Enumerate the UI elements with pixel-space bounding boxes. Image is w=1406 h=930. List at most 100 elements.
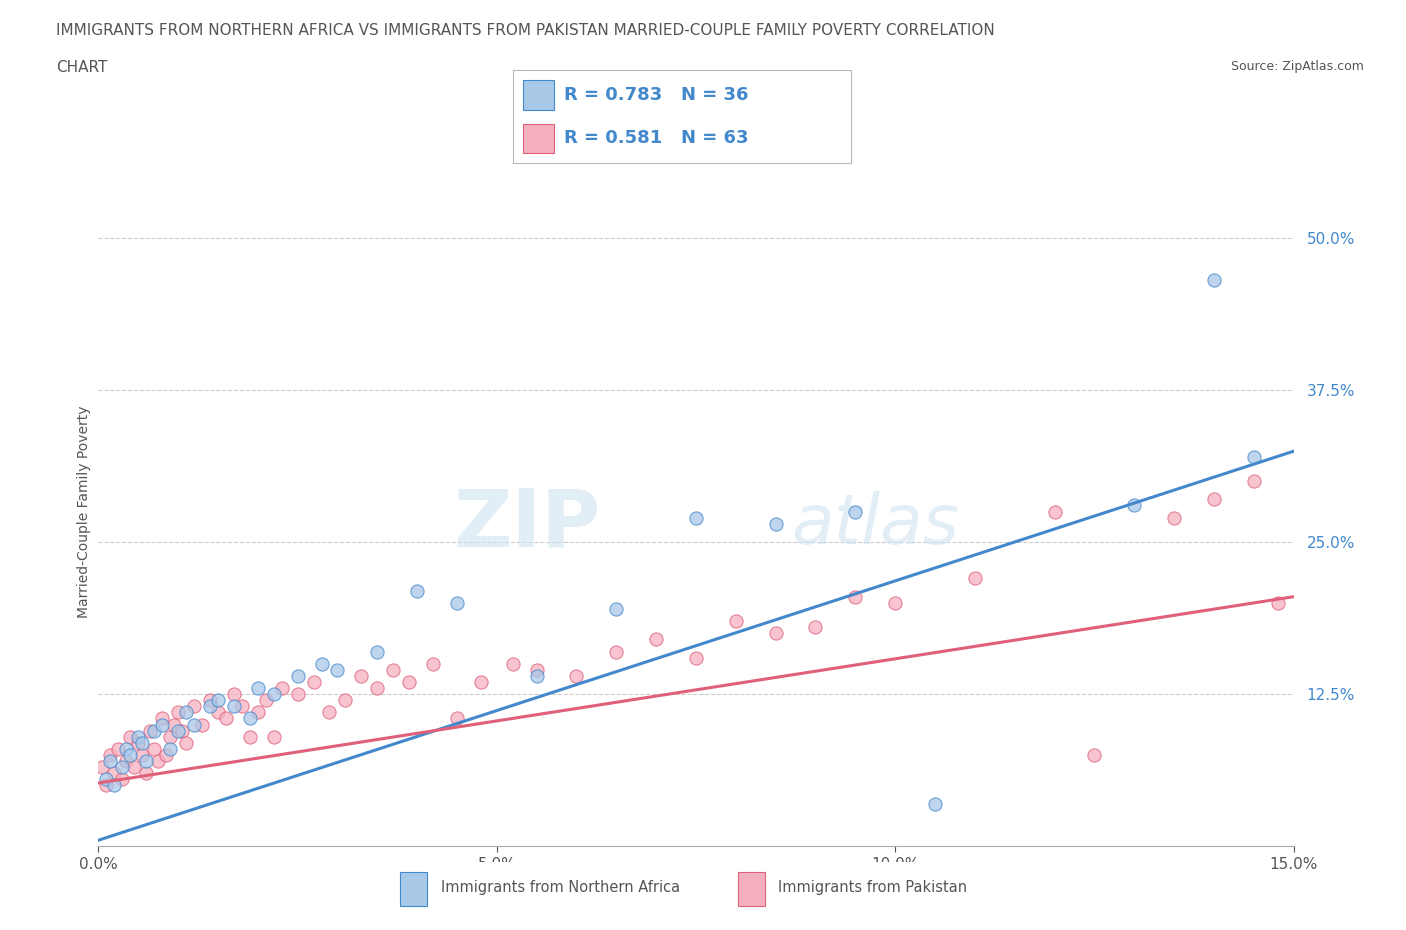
Point	[335, 693, 357, 708]
Point	[1243, 449, 1265, 464]
Point	[174, 736, 197, 751]
Point	[263, 729, 285, 744]
Point	[246, 681, 269, 696]
Point	[685, 650, 707, 665]
Text: R = 0.783   N = 36: R = 0.783 N = 36	[564, 86, 748, 104]
Point	[159, 729, 181, 744]
Point	[111, 772, 134, 787]
Text: Immigrants from Northern Africa: Immigrants from Northern Africa	[441, 880, 681, 896]
Point	[502, 657, 524, 671]
Point	[167, 705, 190, 720]
Point	[115, 753, 138, 768]
Bar	[401, 872, 427, 906]
Y-axis label: Married-Couple Family Poverty: Married-Couple Family Poverty	[77, 405, 91, 618]
Point	[765, 626, 787, 641]
Point	[98, 748, 122, 763]
Point	[172, 724, 194, 738]
Point	[526, 669, 548, 684]
Point	[124, 760, 146, 775]
Point	[115, 741, 138, 756]
Point	[366, 644, 388, 659]
Point	[1202, 272, 1225, 287]
Point	[270, 681, 292, 696]
Point	[398, 674, 420, 689]
Point	[148, 753, 170, 768]
Point	[1123, 498, 1146, 512]
Text: IMMIGRANTS FROM NORTHERN AFRICA VS IMMIGRANTS FROM PAKISTAN MARRIED-COUPLE FAMIL: IMMIGRANTS FROM NORTHERN AFRICA VS IMMIG…	[56, 23, 995, 38]
Point	[191, 717, 214, 732]
Point	[127, 736, 149, 751]
Point	[107, 741, 129, 756]
Point	[111, 760, 134, 775]
Text: atlas: atlas	[792, 491, 959, 558]
Point	[1267, 595, 1289, 610]
Point	[120, 729, 142, 744]
Point	[605, 644, 627, 659]
Point	[150, 717, 173, 732]
Text: Source: ZipAtlas.com: Source: ZipAtlas.com	[1230, 60, 1364, 73]
Point	[150, 711, 173, 726]
Text: ZIP: ZIP	[453, 485, 600, 564]
Point	[565, 669, 588, 684]
Point	[167, 724, 190, 738]
Point	[326, 662, 349, 677]
Point	[239, 729, 262, 744]
Point	[183, 698, 205, 713]
Point	[446, 595, 468, 610]
Text: R = 0.581   N = 63: R = 0.581 N = 63	[564, 128, 748, 147]
Bar	[738, 872, 765, 906]
Point	[103, 765, 125, 780]
Point	[884, 595, 907, 610]
Point	[350, 669, 373, 684]
Point	[1202, 492, 1225, 507]
Point	[239, 711, 262, 726]
Point	[131, 748, 153, 763]
Point	[96, 778, 118, 793]
Point	[222, 698, 245, 713]
Point	[246, 705, 269, 720]
Point	[724, 614, 747, 629]
Point	[135, 765, 157, 780]
Point	[159, 741, 181, 756]
Point	[924, 796, 946, 811]
Point	[422, 657, 444, 671]
Point	[139, 724, 162, 738]
Point	[1043, 504, 1066, 519]
Point	[446, 711, 468, 726]
Point	[963, 571, 986, 586]
Point	[135, 753, 157, 768]
Point	[96, 772, 118, 787]
Point	[254, 693, 277, 708]
Point	[406, 583, 429, 598]
Bar	[523, 80, 554, 110]
Point	[382, 662, 405, 677]
Point	[98, 753, 122, 768]
Point	[287, 669, 309, 684]
Point	[605, 602, 627, 617]
Point	[143, 724, 166, 738]
Point	[263, 686, 285, 701]
Point	[215, 711, 238, 726]
Point	[163, 717, 186, 732]
Point	[231, 698, 253, 713]
Point	[222, 686, 245, 701]
Point	[174, 705, 197, 720]
Point	[120, 748, 142, 763]
Point	[844, 590, 866, 604]
Point	[207, 705, 229, 720]
Point	[318, 705, 340, 720]
Point	[287, 686, 309, 701]
Point	[198, 698, 221, 713]
Text: Immigrants from Pakistan: Immigrants from Pakistan	[779, 880, 967, 896]
Point	[198, 693, 221, 708]
Point	[470, 674, 492, 689]
Point	[207, 693, 229, 708]
Bar	[523, 124, 554, 153]
Point	[183, 717, 205, 732]
Point	[765, 516, 787, 531]
Text: CHART: CHART	[56, 60, 108, 75]
Point	[91, 760, 114, 775]
Point	[1243, 473, 1265, 488]
Point	[143, 741, 166, 756]
Point	[1083, 748, 1105, 763]
